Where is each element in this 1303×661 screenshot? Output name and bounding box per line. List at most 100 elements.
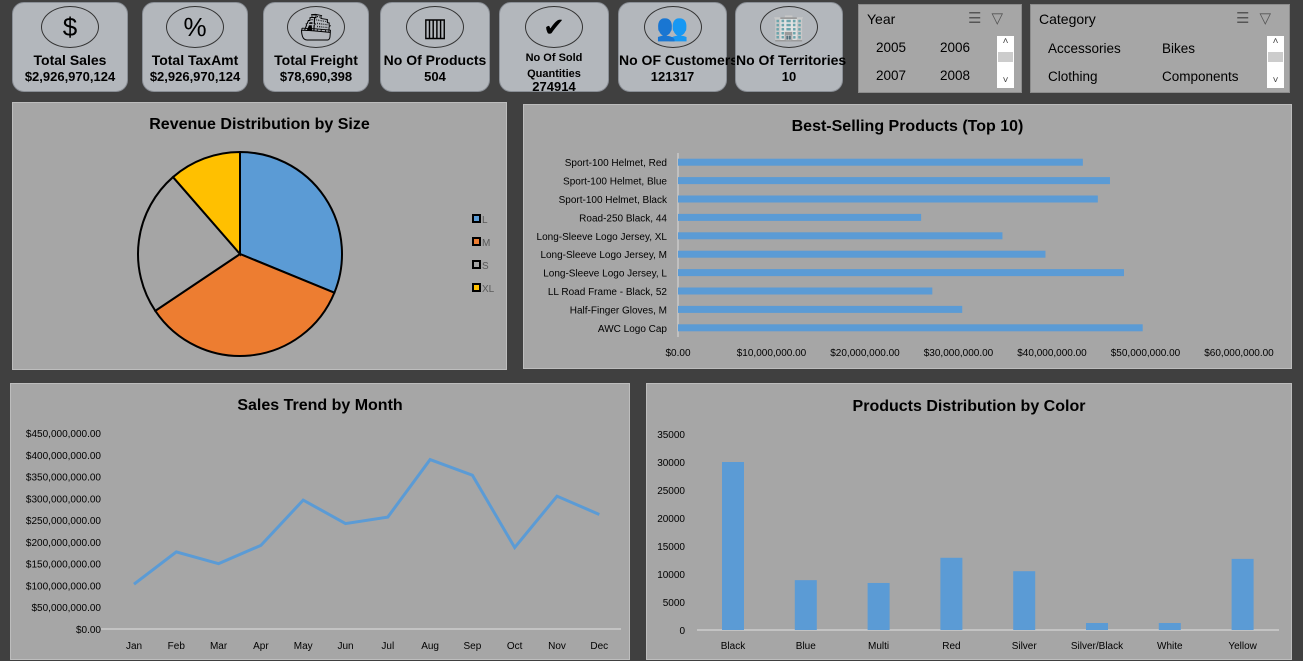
kpi-label: No Of Sold Quantities — [525, 52, 583, 80]
category-slicer-scrollbar[interactable]: ˄ ˅ — [1267, 36, 1284, 88]
category-label: Long-Sleeve Logo Jersey, XL — [537, 232, 668, 243]
y-tick-label: $150,000,000.00 — [26, 560, 102, 571]
kpi-label: Total Sales — [33, 52, 107, 68]
x-tick-label: Dec — [590, 641, 608, 652]
y-tick-label: $100,000,000.00 — [26, 581, 102, 592]
year-slicer: Year ☰▽ 2005 2006 2007 2008 ˄ ˅ — [858, 4, 1022, 93]
x-tick-label: $0.00 — [665, 348, 690, 359]
legend-label: S — [482, 261, 489, 272]
x-tick-label: Yellow — [1228, 641, 1257, 652]
legend-label: L — [482, 215, 488, 226]
chart-title: Products Distribution by Color — [852, 398, 1086, 415]
x-tick-label: Oct — [507, 641, 523, 652]
kpi-value: 504 — [424, 69, 446, 84]
slicer-item-2006[interactable]: 2006 — [940, 40, 971, 55]
kpi-label: Total TaxAmt — [151, 52, 239, 68]
kpi-card: 🏢 No Of Territories 10 — [735, 2, 847, 92]
bar — [678, 213, 922, 221]
y-tick-label: 5000 — [663, 598, 686, 609]
y-tick-label: 10000 — [657, 570, 685, 581]
kpi-card: 👥 No OF Customers 121317 — [618, 2, 738, 92]
y-tick-label: 0 — [679, 626, 685, 637]
y-tick-label: $200,000,000.00 — [26, 538, 102, 549]
kpi-value: $2,926,970,124 — [24, 69, 116, 84]
money-bag-percent-icon: % — [166, 6, 224, 48]
y-tick-label: $50,000,000.00 — [31, 603, 101, 614]
bar — [1086, 623, 1108, 630]
bar — [794, 580, 817, 630]
pie-slice-XL — [171, 150, 241, 257]
x-tick-label: May — [294, 641, 313, 652]
x-tick-label: Blue — [796, 641, 816, 652]
clear-filter-icon[interactable]: ▽ — [991, 10, 1013, 27]
kpi-value: 121317 — [650, 69, 695, 84]
x-tick-label: White — [1157, 641, 1183, 652]
kpi-value: $2,926,970,124 — [149, 69, 241, 84]
bar — [678, 232, 1003, 240]
kpi-card: ⛴ Total Freight $78,690,398 — [263, 2, 369, 92]
pie-chart-panel: Revenue Distribution by Size L M S XL — [12, 102, 507, 370]
pie-slice-S — [137, 175, 242, 313]
bar — [940, 557, 963, 630]
bar — [867, 582, 890, 630]
x-tick-label: Red — [942, 641, 960, 652]
x-tick-label: Jun — [337, 641, 353, 652]
cargo-ship-icon: ⛴ — [287, 6, 345, 48]
slicer-item-bikes[interactable]: Bikes — [1162, 41, 1196, 56]
kpi-label: No Of Products — [383, 52, 487, 68]
x-tick-label: Multi — [868, 641, 889, 652]
slicer-item-2005[interactable]: 2005 — [876, 40, 907, 55]
clear-filter-icon[interactable]: ▽ — [1259, 10, 1281, 27]
chart-title: Revenue Distribution by Size — [149, 116, 370, 133]
chart-title: Best-Selling Products (Top 10) — [791, 118, 1024, 135]
customers-icon: 👥 — [643, 6, 702, 48]
inbox-check-icon: ✔ — [525, 6, 583, 48]
category-label: Sport-100 Helmet, Blue — [563, 177, 667, 188]
bar — [678, 305, 963, 313]
legend-label: M — [482, 238, 490, 249]
bar — [678, 287, 933, 295]
legend-swatch — [472, 237, 481, 246]
x-tick-label: Aug — [421, 641, 439, 652]
x-tick-label: Jan — [126, 641, 142, 652]
bar — [1158, 623, 1181, 630]
category-slicer: Category ☰▽ Accessories Bikes Clothing C… — [1030, 4, 1290, 93]
bar — [678, 158, 1083, 166]
x-tick-label: Nov — [548, 641, 566, 652]
kpi-value: $78,690,398 — [279, 69, 353, 84]
multi-select-icon[interactable]: ☰ — [1236, 10, 1260, 27]
y-tick-label: $400,000,000.00 — [26, 451, 102, 462]
y-tick-label: $300,000,000.00 — [26, 494, 102, 505]
multi-select-icon[interactable]: ☰ — [968, 10, 992, 27]
kpi-label: No Of Territories — [736, 52, 847, 68]
year-slicer-scrollbar[interactable]: ˄ ˅ — [997, 36, 1014, 88]
category-label: Sport-100 Helmet, Black — [559, 195, 668, 206]
category-slicer-title: Category — [1039, 11, 1096, 27]
slicer-item-accessories[interactable]: Accessories — [1048, 41, 1121, 56]
line-chart-panel: Sales Trend by Month $0.00 $50,000,000.00… — [10, 383, 630, 660]
slicer-item-2007[interactable]: 2007 — [876, 68, 907, 83]
y-tick-label: 15000 — [657, 542, 685, 553]
series-line — [133, 457, 600, 586]
kpi-card: % Total TaxAmt $2,926,970,124 — [142, 2, 248, 92]
x-tick-label: Feb — [168, 641, 186, 652]
kpi-card: ▥ No Of Products 504 — [380, 2, 490, 92]
category-label: Half-Finger Gloves, M — [570, 305, 667, 316]
x-tick-label: Mar — [210, 641, 228, 652]
slicer-item-clothing[interactable]: Clothing — [1048, 69, 1098, 84]
slicer-item-2008[interactable]: 2008 — [940, 68, 971, 83]
slicer-item-components[interactable]: Components — [1162, 69, 1239, 84]
legend-swatch — [472, 283, 481, 292]
y-tick-label: $450,000,000.00 — [26, 429, 102, 440]
buildings-icon: 🏢 — [760, 6, 818, 48]
legend-label: XL — [482, 284, 495, 295]
category-label: Road-250 Black, 44 — [579, 213, 667, 224]
x-tick-label: $20,000,000.00 — [830, 348, 900, 359]
category-label: Sport-100 Helmet, Red — [565, 158, 667, 169]
x-tick-label: $60,000,000.00 — [1204, 348, 1274, 359]
pie-slice-M — [153, 252, 336, 357]
x-tick-label: Apr — [253, 641, 269, 652]
y-tick-label: $0.00 — [76, 625, 101, 636]
y-tick-label: $350,000,000.00 — [26, 473, 102, 484]
y-tick-label: 25000 — [657, 486, 685, 497]
